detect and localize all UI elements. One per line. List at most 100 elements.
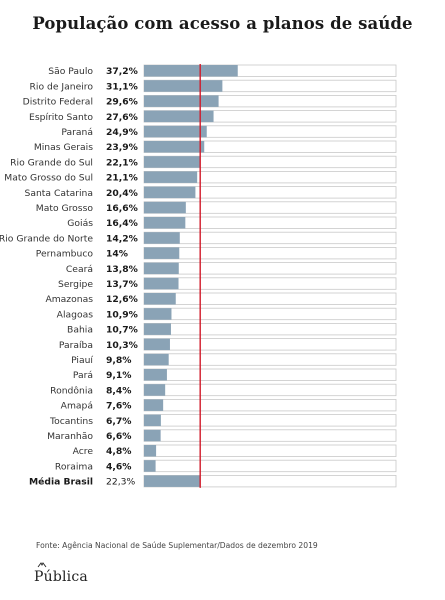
bar-row-rio-grande-do-norte: Rio Grande do Norte 14,2% — [0, 231, 397, 244]
bar — [144, 369, 167, 381]
bar — [144, 125, 207, 138]
bar — [144, 262, 179, 275]
bar-row-sergipe: Sergipe 13,7% — [58, 277, 397, 290]
bar — [144, 217, 186, 229]
bar — [144, 156, 200, 168]
chart-title: População com acesso a planos de saúde — [32, 14, 413, 33]
category-label: Espírito Santo — [29, 112, 93, 123]
category-label: Tocantins — [49, 416, 93, 427]
category-label: Mato Grosso do Sul — [4, 173, 93, 184]
category-label: Rondônia — [50, 385, 93, 396]
bar — [144, 384, 166, 396]
brand-logo: Pública — [34, 569, 88, 585]
category-label: Média Brasil — [29, 477, 93, 488]
bar-track — [143, 383, 397, 397]
value-label: 9,8% — [106, 355, 131, 366]
bar-track — [143, 398, 397, 412]
bar-track — [143, 459, 397, 473]
bar — [144, 293, 176, 305]
category-label: Bahia — [67, 325, 93, 336]
bar-track — [143, 246, 397, 260]
bar — [144, 80, 223, 92]
bar-row-maranhao: Maranhão 6,6% — [47, 429, 397, 442]
bar-row-pernambuco: Pernambuco 14% — [36, 246, 397, 260]
value-label: 22,1% — [106, 157, 138, 168]
bar-row-roraima: Roraima 4,6% — [55, 459, 397, 473]
value-label: 29,6% — [106, 97, 138, 108]
bar-track — [143, 322, 397, 336]
value-label: 6,6% — [106, 431, 131, 442]
bar-row-acre: Acre 4,8% — [73, 444, 397, 457]
bar-row-alagoas: Alagoas 10,9% — [57, 307, 397, 320]
category-label: Rio de Janeiro — [30, 81, 94, 92]
bar-row-sao-paulo: São Paulo 37,2% — [48, 64, 397, 77]
bar-track — [143, 277, 397, 290]
bar — [144, 247, 180, 259]
bar — [144, 201, 186, 214]
category-label: Goiás — [67, 218, 93, 229]
bar-row-minas-gerais: Minas Gerais 23,9% — [34, 140, 397, 153]
category-label: Rio Grande do Sul — [10, 157, 93, 168]
category-label: Roraima — [55, 461, 93, 472]
bar-row-espirito-santo: Espírito Santo 27,6% — [29, 110, 397, 123]
bar-track — [143, 262, 397, 275]
bar — [144, 277, 179, 290]
category-label: Pará — [73, 370, 93, 381]
brand-accent-icon — [37, 562, 47, 568]
bar — [144, 338, 170, 351]
category-label: Ceará — [66, 264, 93, 275]
bar — [144, 414, 161, 427]
bar — [144, 141, 205, 153]
bar-row-parana: Paraná 24,9% — [61, 125, 397, 138]
category-label: Distrito Federal — [23, 97, 93, 108]
value-label: 4,6% — [106, 461, 131, 472]
category-label: Minas Gerais — [34, 142, 93, 153]
bar-row-para: Pará 9,1% — [73, 368, 397, 381]
bar-row-mato-grosso: Mato Grosso 16,6% — [36, 201, 397, 214]
category-label: Piauí — [71, 355, 93, 366]
bar-row-amazonas: Amazonas 12,6% — [45, 292, 397, 305]
category-label: Maranhão — [47, 431, 93, 442]
value-label: 16,6% — [106, 203, 138, 214]
bar — [144, 429, 161, 442]
bar-track — [143, 353, 397, 366]
bar-track — [143, 414, 397, 427]
category-label: Acre — [73, 446, 94, 457]
category-label: Amapá — [61, 401, 93, 412]
source-note: Fonte: Agência Nacional de Saúde Supleme… — [36, 541, 318, 550]
category-label: Sergipe — [58, 279, 93, 290]
bar-row-ceara: Ceará 13,8% — [66, 262, 397, 275]
bar — [144, 110, 214, 123]
value-label: 10,3% — [106, 340, 138, 351]
value-label: 31,1% — [106, 81, 138, 92]
value-label: 21,1% — [106, 173, 138, 184]
category-label: Paraná — [61, 127, 93, 138]
value-label: 7,6% — [106, 401, 131, 412]
category-label: São Paulo — [48, 66, 93, 77]
category-label: Pernambuco — [36, 249, 94, 260]
category-label: Alagoas — [57, 309, 94, 320]
value-label: 4,8% — [106, 446, 131, 457]
value-label: 22,3% — [106, 477, 135, 488]
value-label: 10,7% — [106, 325, 138, 336]
bar-row-distrito-federal: Distrito Federal 29,6% — [23, 95, 397, 108]
value-label: 20,4% — [106, 188, 138, 199]
category-label: Mato Grosso — [36, 203, 94, 214]
bar — [144, 475, 201, 487]
bar-row-rio-de-janeiro: Rio de Janeiro 31,1% — [30, 79, 397, 92]
bar-rows: São Paulo 37,2% Rio de Janeiro 31,1% Distrit… — [0, 64, 397, 488]
bar-row-media-brasil: Média Brasil 22,3% — [29, 474, 397, 488]
category-label: Paraíba — [59, 340, 93, 351]
value-label: 23,9% — [106, 142, 138, 153]
bar-row-paraiba: Paraíba 10,3% — [59, 338, 397, 351]
bar-row-rio-grande-do-sul: Rio Grande do Sul 22,1% — [10, 155, 397, 168]
value-label: 12,6% — [106, 294, 138, 305]
bar-track — [143, 444, 397, 457]
bar-row-bahia: Bahia 10,7% — [67, 322, 397, 336]
value-label: 13,7% — [106, 279, 138, 290]
bar — [144, 445, 157, 457]
bar-row-tocantins: Tocantins 6,7% — [49, 414, 397, 427]
bar — [144, 460, 156, 472]
value-label: 13,8% — [106, 264, 138, 275]
category-label: Amazonas — [45, 294, 93, 305]
